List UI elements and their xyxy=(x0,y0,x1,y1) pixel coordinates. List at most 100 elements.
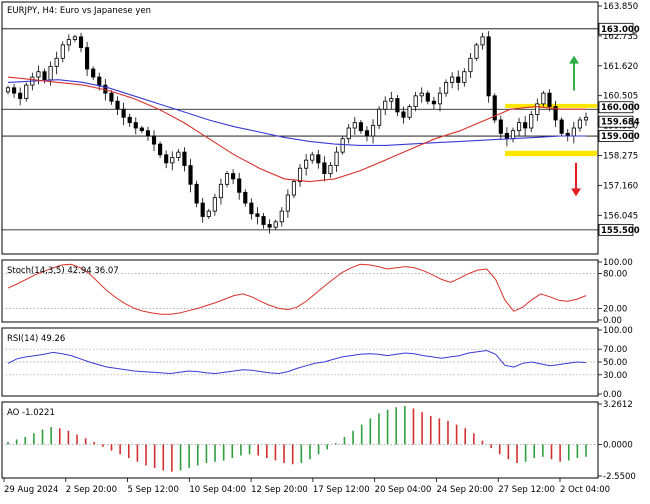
candle-body-74 xyxy=(456,76,461,83)
candle-body-15 xyxy=(97,76,102,86)
candle-body-27 xyxy=(170,157,175,164)
main-y-tick-label-6: 157.160 xyxy=(603,181,638,191)
candle-body-25 xyxy=(158,143,163,156)
stoch-y-tick-label-3: 0.00 xyxy=(603,316,622,326)
candle-body-83 xyxy=(510,130,516,140)
candle-body-58 xyxy=(358,122,363,132)
ao-pane: 3.2612 0.0000 -2.5500 xyxy=(2,400,636,482)
x-tick-label-3: 10 Sep 04:00 xyxy=(189,485,246,495)
candle-body-17 xyxy=(109,92,114,102)
stoch-y-tick-label-2: 20.00 xyxy=(603,304,627,314)
level-tag-label-2: 159.684 xyxy=(601,118,640,128)
candle-body-39 xyxy=(243,191,248,204)
x-tick-label-4: 12 Sep 20:00 xyxy=(251,485,308,495)
candle-body-73 xyxy=(450,76,455,83)
level-tag-label-4: 155.500 xyxy=(601,226,640,236)
candle-body-24 xyxy=(151,135,157,145)
rsi-y-tick-label-4: 0.00 xyxy=(603,390,622,400)
candle-body-22 xyxy=(139,127,144,132)
rsi-line xyxy=(7,349,587,375)
candle-body-14 xyxy=(91,68,96,78)
candle-body-48 xyxy=(297,167,303,183)
candle-body-10 xyxy=(66,39,71,46)
candle-body-1 xyxy=(12,87,17,94)
candle-body-49 xyxy=(304,159,309,169)
candle-body-93 xyxy=(571,127,576,137)
level-tag-label-0: 163.000 xyxy=(601,25,640,35)
level-tag-box-1 xyxy=(598,101,634,114)
candle-body-32 xyxy=(200,202,205,217)
x-tick-label-5: 17 Sep 12:00 xyxy=(313,485,370,495)
level-tag-label-3: 159.000 xyxy=(601,132,640,142)
x-tick-label-0: 29 Aug 2024 xyxy=(4,485,58,495)
candle-body-89 xyxy=(547,92,552,107)
x-tick-label-8: 27 Sep 12:00 xyxy=(498,485,555,495)
x-tick-label-6: 20 Sep 04:00 xyxy=(375,485,432,495)
rsi-y-tick-label-1: 70.00 xyxy=(603,345,627,355)
x-tick-label-7: 24 Sep 20:00 xyxy=(436,485,493,495)
candle-body-0 xyxy=(5,87,11,93)
candle-body-2 xyxy=(18,92,23,99)
candle-body-40 xyxy=(249,202,254,215)
candle-body-51 xyxy=(316,154,321,164)
ao-y-tick-label-1: 0.0000 xyxy=(603,440,633,450)
ao-pane-frame xyxy=(1,401,599,479)
main-pane-frame xyxy=(1,1,599,255)
candle-body-54 xyxy=(334,151,339,166)
candle-body-50 xyxy=(310,154,315,161)
candle-body-91 xyxy=(559,119,564,134)
rsi-pane: 100.00 70.00 50.00 30.00 0.00 xyxy=(2,326,633,400)
candle-body-19 xyxy=(121,108,126,118)
candle-body-3 xyxy=(24,84,29,99)
candle-body-64 xyxy=(395,98,400,113)
level-tag-box-4 xyxy=(598,223,634,236)
ma-red-line xyxy=(7,76,586,183)
main-pane: 163.850162.735161.620160.505159.390158.2… xyxy=(2,2,640,236)
candle-body-84 xyxy=(517,122,522,132)
candle-body-52 xyxy=(322,162,327,174)
candle-body-46 xyxy=(285,194,290,212)
candle-body-62 xyxy=(383,100,388,110)
candle-body-33 xyxy=(206,210,211,217)
level-tag-box-3 xyxy=(598,130,634,142)
candle-body-47 xyxy=(291,181,297,196)
candle-body-79 xyxy=(486,36,491,97)
candle-body-59 xyxy=(364,130,370,137)
candle-body-36 xyxy=(224,173,230,185)
candle-body-95 xyxy=(583,116,589,121)
main-y-tick-label-7: 156.045 xyxy=(603,211,638,221)
candle-body-8 xyxy=(54,57,59,67)
candle-body-41 xyxy=(255,213,260,217)
candle-body-65 xyxy=(401,111,406,118)
candle-body-77 xyxy=(474,44,479,59)
candle-body-75 xyxy=(462,71,467,83)
candle-body-13 xyxy=(85,47,90,70)
candle-body-45 xyxy=(279,210,284,223)
candle-body-37 xyxy=(231,173,236,180)
candle-body-43 xyxy=(267,224,272,228)
candle-body-9 xyxy=(60,44,65,59)
main-y-tick-label-1: 162.735 xyxy=(603,32,638,42)
candle-body-6 xyxy=(42,71,47,81)
candle-body-28 xyxy=(176,151,181,158)
candle-body-66 xyxy=(407,106,412,118)
candle-body-42 xyxy=(261,216,266,225)
candle-body-78 xyxy=(480,36,485,46)
stoch-pane-frame xyxy=(1,259,599,323)
main-y-tick-label-5: 158.275 xyxy=(603,151,638,161)
stoch-pane: 100.00 80.00 20.00 0.00 xyxy=(2,258,633,326)
ma-blue-line xyxy=(7,79,586,146)
candle-body-71 xyxy=(437,92,443,105)
x-tick-label-9: 2 Oct 04:00 xyxy=(560,485,610,495)
candle-body-38 xyxy=(237,178,242,193)
candle-body-35 xyxy=(218,183,224,199)
candle-body-56 xyxy=(346,127,351,140)
candle-body-26 xyxy=(164,154,169,164)
candle-body-53 xyxy=(328,165,333,174)
x-axis: 29 Aug 2024 2 Sep 20:00 5 Sep 12:00 10 Sep … xyxy=(3,478,610,495)
candle-body-85 xyxy=(523,122,528,129)
candle-body-55 xyxy=(340,138,345,153)
rsi-title: RSI(14) 49.26 xyxy=(7,334,65,344)
level-tag-box-2 xyxy=(598,115,634,128)
